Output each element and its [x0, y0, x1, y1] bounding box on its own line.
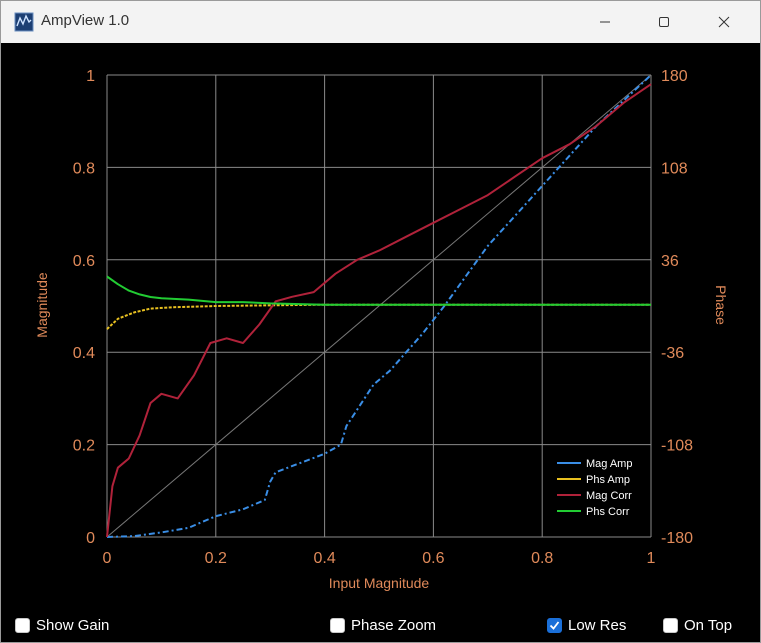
series-line: [106, 74, 652, 538]
y-tick-label: 0.6: [73, 253, 95, 270]
maximize-button[interactable]: [641, 1, 687, 43]
series-layer: [106, 74, 652, 538]
window-title: AmpView 1.0: [41, 12, 130, 29]
low-res-label: Low Res: [568, 616, 627, 634]
y2-tick-label: 108: [661, 160, 688, 177]
y2-tick-label: -180: [661, 530, 693, 547]
chart-legend: Mag Amp Phs Amp Mag Corr Phs Corr: [557, 458, 632, 518]
client-area: 0 0.2 0.4 0.6 0.8 1 0 0.2 0.4 0.6 0.8 1 -180 -108 -36 3…: [1, 43, 760, 642]
app-icon: [14, 12, 34, 32]
y2-tick-label: -36: [661, 345, 684, 362]
tick-labels: 0 0.2 0.4 0.6 0.8 1 0 0.2 0.4 0.6 0.8 1 -180 -108 -36 3…: [73, 68, 693, 567]
y2-tick-label: 36: [661, 253, 679, 270]
series-line: [106, 275, 651, 306]
x-tick-label: 0.8: [531, 550, 553, 567]
maximize-icon: [659, 17, 669, 27]
minimize-button[interactable]: [582, 1, 628, 43]
legend-label: Mag Amp: [586, 458, 632, 470]
minimize-icon: [600, 21, 610, 23]
y2-tick-label: -108: [661, 438, 693, 455]
x-axis-label: Input Magnitude: [329, 575, 430, 591]
legend-label: Mag Corr: [586, 490, 632, 502]
x-tick-label: 0.4: [313, 550, 335, 567]
y2-tick-label: 180: [661, 68, 688, 85]
show-gain-box[interactable]: [15, 617, 30, 633]
close-button[interactable]: [701, 1, 747, 43]
series-line: [106, 83, 652, 538]
reference-diagonal: [106, 74, 652, 538]
amp-chart: 0 0.2 0.4 0.6 0.8 1 0 0.2 0.4 0.6 0.8 1 -180 -108 -36 3…: [34, 68, 729, 591]
phase-zoom-box[interactable]: [330, 617, 345, 633]
on-top-checkbox[interactable]: On Top: [663, 615, 732, 635]
legend-label: Phs Amp: [586, 474, 630, 486]
x-tick-label: 1: [647, 550, 656, 567]
series-line: [106, 303, 651, 330]
low-res-checkbox[interactable]: Low Res: [547, 615, 626, 635]
legend-label: Phs Corr: [586, 506, 630, 518]
y-tick-label: 0.4: [73, 345, 95, 362]
on-top-label: On Top: [684, 616, 733, 634]
phase-zoom-checkbox[interactable]: Phase Zoom: [330, 615, 436, 635]
phase-zoom-label: Phase Zoom: [351, 616, 437, 634]
checkmark-icon: [549, 620, 560, 630]
close-icon: [718, 16, 730, 28]
on-top-box[interactable]: [663, 617, 678, 633]
y-tick-label: 1: [86, 68, 95, 85]
x-tick-label: 0: [103, 550, 112, 567]
x-tick-label: 0.6: [422, 550, 444, 567]
x-tick-label: 0.2: [205, 550, 227, 567]
y2-axis-label: Phase: [713, 285, 729, 325]
title-bar[interactable]: AmpView 1.0: [1, 1, 760, 43]
show-gain-checkbox[interactable]: Show Gain: [15, 615, 109, 635]
y-tick-label: 0: [86, 530, 95, 547]
y-axis-label: Magnitude: [34, 272, 50, 338]
y-tick-label: 0.2: [73, 438, 95, 455]
low-res-box[interactable]: [547, 617, 562, 633]
y-tick-label: 0.8: [73, 160, 95, 177]
show-gain-label: Show Gain: [36, 616, 110, 634]
chart-grid: [106, 74, 652, 538]
